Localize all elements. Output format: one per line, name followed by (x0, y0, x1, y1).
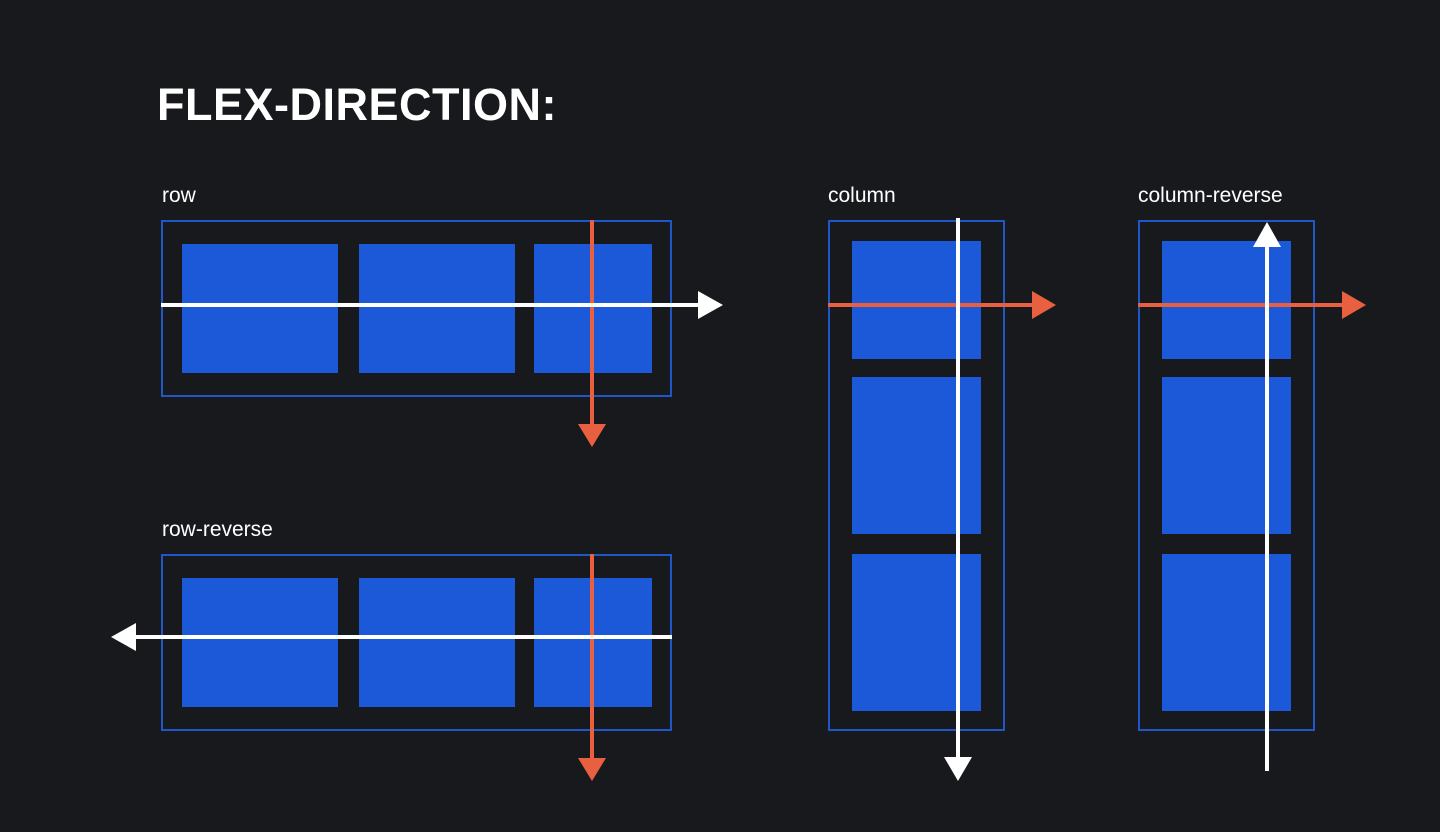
flex-item-2 (359, 578, 515, 707)
flex-item-2 (359, 244, 515, 373)
container-row-reverse (161, 554, 672, 731)
label-row-reverse: row-reverse (162, 518, 273, 541)
flex-item-3 (534, 578, 652, 707)
flex-item-3 (852, 554, 981, 711)
flex-item-3 (534, 244, 652, 373)
container-column (828, 220, 1005, 731)
container-row (161, 220, 672, 397)
flex-item-2 (1162, 377, 1291, 534)
label-column-reverse: column-reverse (1138, 184, 1283, 207)
label-column: column (828, 184, 896, 207)
flex-item-1 (182, 244, 338, 373)
flex-item-1 (1162, 241, 1291, 359)
container-column-reverse (1138, 220, 1315, 731)
flex-item-1 (852, 241, 981, 359)
label-row: row (162, 184, 196, 207)
flex-item-3 (1162, 554, 1291, 711)
page-title: FLEX-DIRECTION: (157, 79, 557, 130)
flex-item-2 (852, 377, 981, 534)
flex-item-1 (182, 578, 338, 707)
